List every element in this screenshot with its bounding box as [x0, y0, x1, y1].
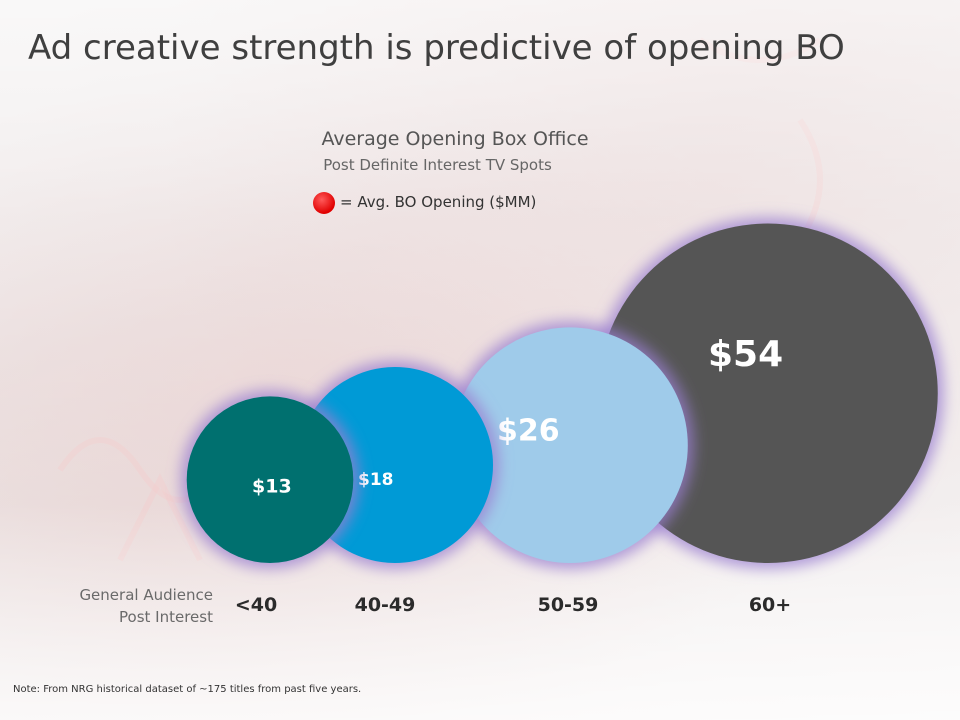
footnote: Note: From NRG historical dataset of ~17…: [13, 684, 362, 695]
bubble-value-label: $13: [252, 475, 292, 497]
chart-title: Average Opening Box Office: [321, 128, 589, 150]
axis-title: General Audience Post Interest: [79, 584, 213, 628]
category-label: 60+: [748, 594, 792, 616]
legend-label: = Avg. BO Opening ($MM): [340, 193, 537, 211]
bubble-<40: [186, 396, 354, 563]
chart-subtitle: Post Definite Interest TV Spots: [323, 156, 552, 174]
category-label: <40: [234, 594, 278, 616]
category-label: 40-49: [354, 594, 416, 616]
bubble-50-59: [452, 327, 688, 563]
bubble-value-label: $18: [358, 470, 394, 490]
category-label: 50-59: [537, 594, 599, 616]
axis-title-line-2: Post Interest: [119, 608, 213, 626]
bubble-value-label: $54: [708, 334, 783, 375]
legend-marker: [313, 192, 335, 214]
slide-title: Ad creative strength is predictive of op…: [28, 28, 845, 68]
axis-title-line-1: General Audience: [79, 586, 213, 604]
bubble-value-label: $26: [497, 414, 560, 449]
